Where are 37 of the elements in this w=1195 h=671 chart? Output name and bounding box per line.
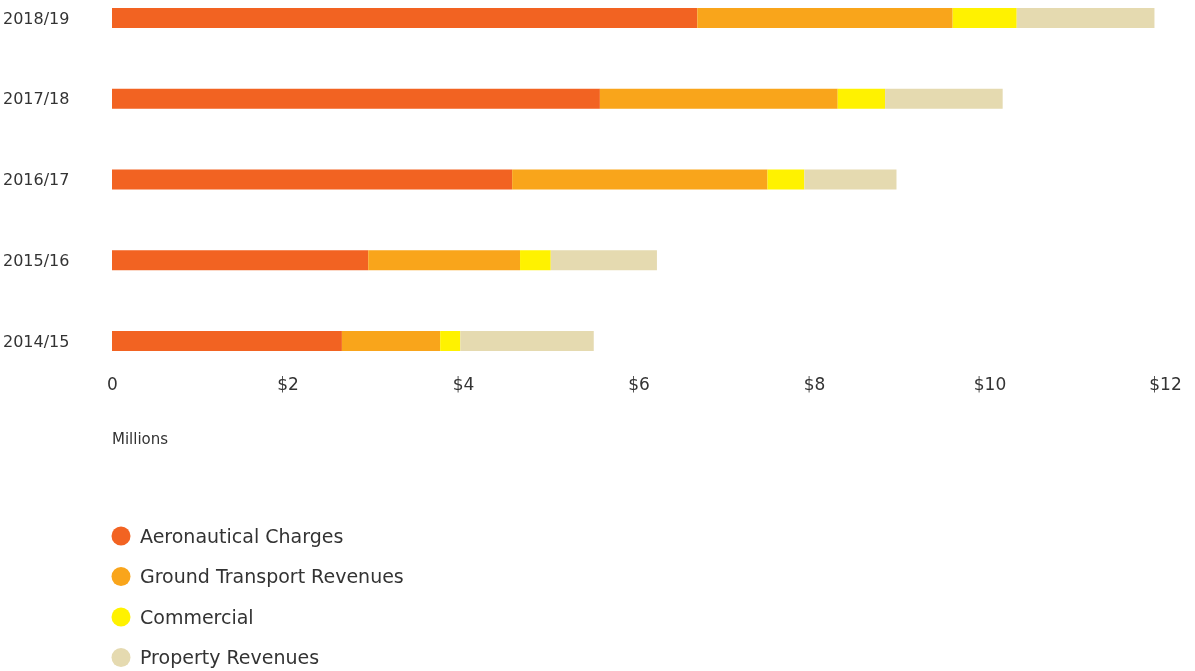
- x-tick-label: $12: [1149, 373, 1182, 394]
- bar: [112, 88, 600, 109]
- bar: [520, 250, 551, 271]
- bar: [885, 88, 1003, 109]
- x-tick-label: $6: [628, 373, 650, 394]
- legend-label: Commercial: [140, 605, 254, 628]
- x-tick-label: $10: [973, 373, 1007, 394]
- y-tick-label: 2015/16: [3, 250, 70, 270]
- x-tick-label: $8: [803, 373, 826, 394]
- x-tick-label: $2: [277, 373, 299, 394]
- y-tick-label: 2018/19: [3, 8, 70, 28]
- bar: [767, 169, 805, 190]
- bar: [804, 169, 897, 190]
- bar: [341, 331, 441, 351]
- bar: [697, 8, 953, 28]
- legend-label: Aeronautical Charges: [140, 524, 344, 547]
- legend-label: Ground Transport Revenues: [140, 565, 404, 588]
- bar: [112, 331, 342, 351]
- bar: [112, 169, 513, 190]
- bar: [550, 250, 657, 271]
- x-tick-label: $4: [452, 373, 475, 394]
- bar: [837, 88, 886, 109]
- y-tick-label: 2014/15: [3, 331, 70, 351]
- bar: [460, 331, 594, 351]
- x-axis-title: Millions: [112, 430, 169, 448]
- bar: [112, 8, 698, 28]
- legend-label: Property Revenues: [140, 646, 320, 669]
- y-tick-label: 2017/18: [3, 89, 70, 109]
- bar: [952, 8, 1017, 28]
- bar: [440, 331, 461, 351]
- y-tick-label: 2016/17: [3, 170, 70, 190]
- bar: [368, 250, 521, 271]
- bar: [512, 169, 768, 190]
- x-tick-label: 0: [107, 373, 118, 394]
- bar: [1016, 8, 1155, 28]
- bar: [599, 88, 838, 109]
- bar: [112, 250, 369, 271]
